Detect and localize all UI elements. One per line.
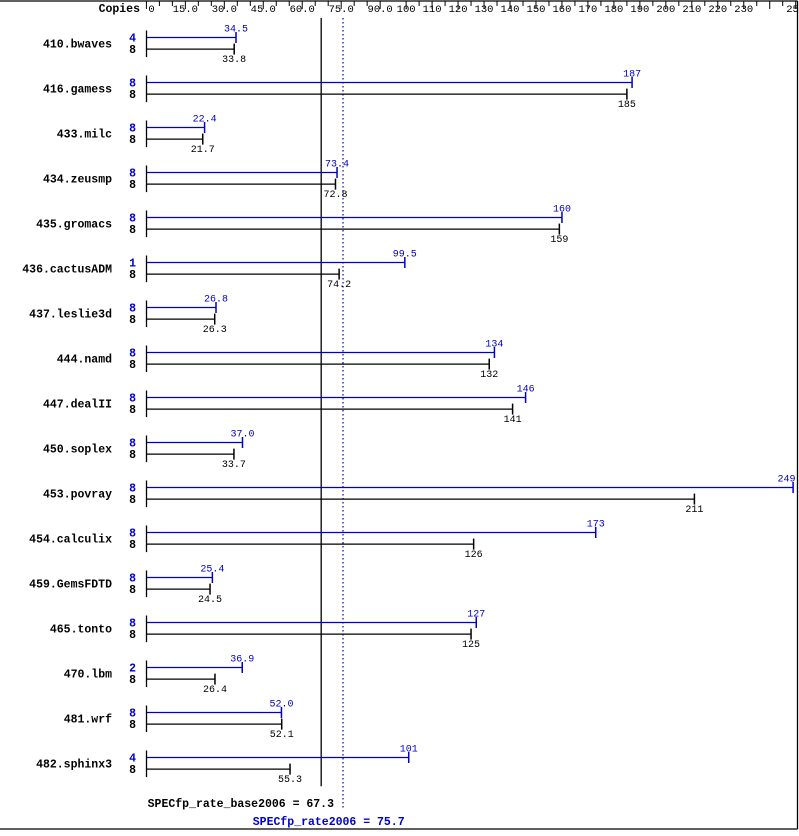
svg-text:160: 160: [552, 4, 571, 16]
svg-text:150: 150: [527, 4, 546, 16]
svg-text:436.cactusADM: 436.cactusADM: [22, 263, 112, 276]
svg-text:21.7: 21.7: [191, 145, 215, 156]
svg-text:187: 187: [623, 70, 641, 81]
svg-text:459.GemsFDTD: 459.GemsFDTD: [29, 578, 112, 591]
svg-text:0: 0: [148, 4, 154, 16]
svg-text:444.namd: 444.namd: [57, 353, 112, 366]
svg-text:160: 160: [553, 205, 571, 216]
svg-text:141: 141: [504, 415, 522, 426]
svg-text:8: 8: [129, 404, 136, 417]
svg-text:60.0: 60.0: [290, 4, 315, 16]
svg-text:447.dealII: 447.dealII: [43, 398, 112, 411]
svg-text:8: 8: [129, 134, 136, 147]
svg-text:SPECfp_rate2006 = 75.7: SPECfp_rate2006 = 75.7: [253, 816, 405, 829]
svg-text:SPECfp_rate_base2006 = 67.3: SPECfp_rate_base2006 = 67.3: [148, 798, 334, 811]
svg-text:249: 249: [777, 475, 795, 486]
svg-text:127: 127: [467, 610, 485, 621]
svg-text:8: 8: [129, 674, 136, 687]
svg-text:173: 173: [587, 520, 605, 531]
svg-text:210: 210: [682, 4, 701, 16]
svg-text:410.bwaves: 410.bwaves: [43, 38, 112, 51]
svg-text:8: 8: [129, 359, 136, 372]
svg-text:30.0: 30.0: [212, 4, 237, 16]
svg-text:45.0: 45.0: [251, 4, 276, 16]
svg-text:8: 8: [129, 89, 136, 102]
svg-text:22.4: 22.4: [193, 115, 217, 126]
svg-text:8: 8: [129, 629, 136, 642]
svg-text:36.9: 36.9: [230, 655, 254, 666]
svg-text:100: 100: [397, 4, 416, 16]
svg-text:126: 126: [465, 550, 483, 561]
svg-text:8: 8: [129, 494, 136, 507]
svg-text:90.0: 90.0: [368, 4, 393, 16]
svg-text:470.lbm: 470.lbm: [64, 668, 112, 681]
svg-text:180: 180: [604, 4, 623, 16]
svg-text:72.8: 72.8: [323, 190, 347, 201]
svg-text:8: 8: [129, 224, 136, 237]
svg-text:132: 132: [480, 370, 498, 381]
svg-text:75.0: 75.0: [329, 4, 354, 16]
svg-text:465.tonto: 465.tonto: [50, 623, 112, 636]
svg-text:52.0: 52.0: [269, 700, 293, 711]
svg-text:15.0: 15.0: [173, 4, 198, 16]
svg-text:24.5: 24.5: [198, 595, 222, 606]
svg-text:8: 8: [129, 584, 136, 597]
svg-text:Copies: Copies: [99, 3, 141, 16]
svg-text:74.2: 74.2: [327, 280, 351, 291]
svg-text:146: 146: [517, 385, 535, 396]
svg-text:55.3: 55.3: [278, 775, 302, 786]
svg-text:8: 8: [129, 449, 136, 462]
svg-text:8: 8: [129, 179, 136, 192]
svg-text:8: 8: [129, 44, 136, 57]
svg-text:482.sphinx3: 482.sphinx3: [36, 758, 112, 771]
svg-text:435.gromacs: 435.gromacs: [36, 218, 112, 231]
svg-text:134: 134: [485, 340, 503, 351]
svg-text:26.8: 26.8: [204, 295, 228, 306]
svg-text:450.soplex: 450.soplex: [43, 443, 112, 456]
svg-text:110: 110: [423, 4, 442, 16]
svg-text:250: 250: [786, 4, 799, 16]
svg-text:190: 190: [630, 4, 649, 16]
svg-text:34.5: 34.5: [224, 25, 248, 36]
svg-text:200: 200: [656, 4, 675, 16]
svg-text:33.7: 33.7: [222, 460, 246, 471]
svg-text:8: 8: [129, 539, 136, 552]
svg-text:416.gamess: 416.gamess: [43, 83, 112, 96]
svg-text:125: 125: [462, 640, 480, 651]
svg-text:130: 130: [475, 4, 494, 16]
svg-text:220: 220: [708, 4, 727, 16]
svg-text:185: 185: [618, 100, 636, 111]
svg-text:211: 211: [685, 505, 703, 516]
svg-text:434.zeusmp: 434.zeusmp: [43, 173, 112, 186]
svg-text:52.1: 52.1: [270, 730, 294, 741]
svg-text:8: 8: [129, 314, 136, 327]
svg-text:453.povray: 453.povray: [43, 488, 112, 501]
svg-text:230: 230: [734, 4, 753, 16]
svg-text:120: 120: [449, 4, 468, 16]
svg-text:8: 8: [129, 269, 136, 282]
svg-text:437.leslie3d: 437.leslie3d: [29, 308, 112, 321]
svg-text:481.wrf: 481.wrf: [64, 713, 112, 726]
svg-text:170: 170: [578, 4, 597, 16]
svg-text:73.4: 73.4: [325, 160, 349, 171]
svg-text:433.milc: 433.milc: [57, 128, 112, 141]
svg-text:8: 8: [129, 764, 136, 777]
svg-text:159: 159: [550, 235, 568, 246]
svg-text:33.8: 33.8: [222, 55, 246, 66]
svg-text:101: 101: [400, 745, 418, 756]
svg-text:99.5: 99.5: [393, 250, 417, 261]
svg-text:37.0: 37.0: [230, 430, 254, 441]
svg-text:8: 8: [129, 719, 136, 732]
svg-text:140: 140: [501, 4, 520, 16]
svg-text:25.4: 25.4: [200, 565, 224, 576]
svg-text:454.calculix: 454.calculix: [29, 533, 112, 546]
svg-text:26.4: 26.4: [203, 685, 227, 696]
svg-text:26.3: 26.3: [203, 325, 227, 336]
